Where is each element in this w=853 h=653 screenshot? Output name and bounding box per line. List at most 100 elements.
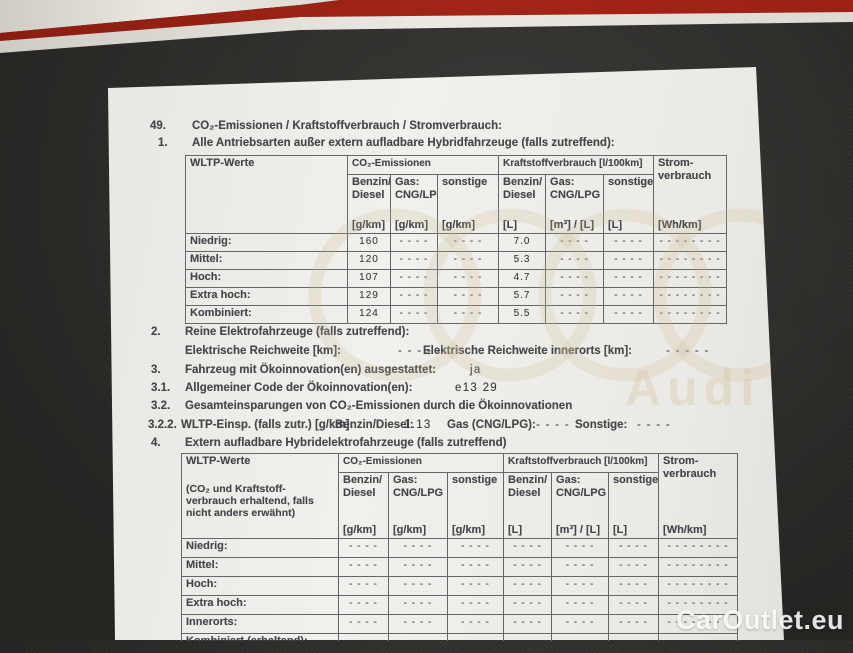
t1-subcol-gas-fuel: Gas: CNG/LPG [m³] / [L] bbox=[545, 174, 605, 234]
row-label: Extra hoch: bbox=[181, 595, 339, 615]
t2-subcol-benzin-co2: Benzin/ Diesel [g/km] bbox=[338, 472, 389, 539]
item-4-title: Extern aufladbare Hybridelektrofahrzeuge… bbox=[185, 437, 507, 449]
t2-subcol-label: Gas: CNG/LPG bbox=[556, 474, 607, 499]
t2-corner-header: WLTP-Werte (CO₂ und Kraftstoff-verbrauch… bbox=[181, 453, 339, 539]
cell-value: - - - - bbox=[503, 576, 553, 596]
cell-value: - - - - bbox=[551, 557, 610, 577]
t2-subcol-sonstige-co2: sonstige [g/km] bbox=[446, 472, 505, 539]
cell-value: - - - - bbox=[551, 538, 610, 558]
cell-value: - - - - - - - - bbox=[653, 305, 728, 324]
t1-subcol-unit: [g/km] bbox=[395, 218, 428, 231]
cell-value: - - - - bbox=[446, 576, 505, 596]
item-3-2-number: 3.2. bbox=[151, 400, 171, 412]
cell-value: - - - - bbox=[388, 557, 448, 577]
item-1-number: 1. bbox=[158, 137, 168, 149]
table-row: Niedrig: 160 - - - - - - - - 7.0 - - - -… bbox=[185, 233, 728, 252]
cell-value: - - - - bbox=[446, 595, 505, 615]
cell-value: - - - - bbox=[338, 538, 389, 558]
cell-value bbox=[658, 633, 739, 641]
item-1-title: Alle Antriebsarten außer extern aufladba… bbox=[192, 137, 615, 149]
audi-watermark-text: Audi bbox=[625, 360, 760, 416]
cell-value: - - - - - - - - bbox=[658, 557, 739, 577]
t2-subcol-unit: [L] bbox=[508, 523, 523, 536]
t2-subcol-unit: [g/km] bbox=[393, 523, 426, 536]
row-label: Innerorts: bbox=[181, 614, 339, 634]
cell-value: - - - - bbox=[436, 287, 500, 306]
t1-corner-header: WLTP-Werte bbox=[185, 155, 348, 234]
item-3-1-value: e13 29 bbox=[455, 382, 498, 394]
t2-subcol-unit: [m³] / [L] bbox=[556, 523, 600, 536]
wltp-einsp-benzin-value: 1.13 bbox=[404, 419, 432, 431]
t2-subcol-label: sonstige bbox=[452, 474, 498, 487]
cell-value: - - - - bbox=[388, 614, 448, 634]
cell-value: - - - - bbox=[338, 614, 389, 634]
t1-group-fuel: Kraftstoffverbrauch [l/100km] bbox=[498, 155, 655, 175]
item-3-value: ja bbox=[470, 364, 482, 376]
cell-value bbox=[446, 633, 505, 641]
cell-value bbox=[388, 633, 448, 641]
table-row: Innerorts: - - - - - - - - - - - - - - -… bbox=[181, 614, 739, 634]
cell-value: 124 bbox=[347, 305, 391, 324]
t1-subcol-unit: [m³] / [L] bbox=[550, 218, 594, 231]
table-row: Kombiniert (erhaltend): bbox=[181, 633, 739, 641]
cell-value: - - - - bbox=[388, 538, 448, 558]
t2-subcol-gas-co2: Gas: CNG/LPG [g/km] bbox=[388, 472, 448, 539]
t2-subcol-label: Benzin/ Diesel bbox=[508, 474, 548, 499]
item-4-number: 4. bbox=[151, 437, 161, 449]
cell-value: - - - - bbox=[503, 614, 553, 634]
cell-value: - - - - bbox=[390, 305, 438, 324]
cell-value: - - - - bbox=[608, 557, 660, 577]
wltp-einsp-sonstige-value: - - - - bbox=[637, 419, 672, 431]
cell-value: - - - - bbox=[338, 557, 389, 577]
electric-range-city-value: - - - - - bbox=[666, 345, 710, 357]
cell-value: - - - - bbox=[503, 538, 553, 558]
electric-range-label: Elektrische Reichweite [km]: bbox=[185, 345, 341, 357]
t2-corner-note: (CO₂ und Kraftstoff-verbrauch erhaltend,… bbox=[186, 482, 314, 519]
row-label: Mittel: bbox=[181, 557, 339, 577]
wltp-einsp-benzin-label: Benzin/Diesel: bbox=[335, 419, 414, 431]
wltp-einsp-gas-value: - - - - bbox=[536, 419, 571, 431]
cell-value: - - - - bbox=[388, 595, 448, 615]
t2-subcol-label: Benzin/ Diesel bbox=[343, 474, 383, 499]
folder-red-stripe bbox=[0, 0, 853, 41]
cell-value: - - - - bbox=[608, 595, 660, 615]
table-row: Niedrig: - - - - - - - - - - - - - - - -… bbox=[181, 538, 739, 558]
t1-subcol-benzin-co2: Benzin/ Diesel [g/km] bbox=[347, 174, 391, 234]
cell-value: - - - - - - - - bbox=[658, 538, 739, 558]
t1-subcol-benzin-fuel: Benzin/ Diesel [L] bbox=[498, 174, 547, 234]
table-row: Extra hoch: - - - - - - - - - - - - - - … bbox=[181, 595, 739, 615]
t2-group-fuel: Kraftstoffverbrauch [l/100km] bbox=[503, 452, 660, 474]
t1-group-co2: CO₂-Emissionen bbox=[346, 155, 500, 175]
t2-subcol-sonstige-fuel: sonstige [L] bbox=[608, 472, 660, 539]
cell-value bbox=[338, 633, 389, 641]
cell-value: - - - - bbox=[388, 576, 448, 596]
wltp-table-hybrid: WLTP-Werte (CO₂ und Kraftstoff-verbrauch… bbox=[181, 452, 739, 641]
caroutlet-watermark: CarOutlet.eu bbox=[675, 605, 844, 635]
item-3-number: 3. bbox=[151, 364, 161, 376]
row-label: Kombiniert (erhaltend): bbox=[181, 633, 339, 641]
t1-subcol-sonstige-co2: sonstige [g/km] bbox=[436, 174, 500, 234]
electric-range-value: - - - - - bbox=[398, 345, 442, 357]
cell-value: - - - - bbox=[338, 595, 389, 615]
t2-corner-label: WLTP-Werte bbox=[186, 455, 251, 467]
cell-value: - - - - bbox=[608, 576, 660, 596]
t1-strom-unit: [Wh/km] bbox=[658, 218, 702, 231]
cell-value: - - - - - - - - bbox=[653, 287, 728, 306]
table-row: Kombiniert: 124 - - - - - - - - 5.5 - - … bbox=[185, 305, 728, 324]
cell-value: - - - - bbox=[603, 305, 655, 324]
row-label: Niedrig: bbox=[181, 538, 339, 558]
folder-white-bottom-edge bbox=[0, 12, 853, 53]
cell-value: - - - - bbox=[446, 614, 505, 634]
wltp-einsp-sonstige-label: Sonstige: bbox=[575, 419, 628, 431]
table-row: Hoch: - - - - - - - - - - - - - - - - - … bbox=[181, 576, 739, 596]
t1-subcol-label: Gas: CNG/LPG bbox=[550, 176, 601, 201]
t1-subcol-label: sonstige bbox=[608, 176, 654, 188]
item-3-1-number: 3.1. bbox=[151, 382, 171, 394]
row-label: Extra hoch: bbox=[185, 287, 348, 306]
electric-range-city-label: Elektrische Reichweite innerorts [km]: bbox=[423, 345, 632, 357]
cell-value: - - - - bbox=[551, 576, 610, 596]
table-row: Mittel: 120 - - - - - - - - 5.3 - - - - … bbox=[185, 251, 728, 270]
t1-subcol-label: Benzin/ Diesel bbox=[503, 176, 543, 201]
t2-subcol-label: Gas: CNG/LPG bbox=[393, 474, 444, 499]
wltp-einsp-gas-label: Gas (CNG/LPG): bbox=[447, 419, 536, 431]
